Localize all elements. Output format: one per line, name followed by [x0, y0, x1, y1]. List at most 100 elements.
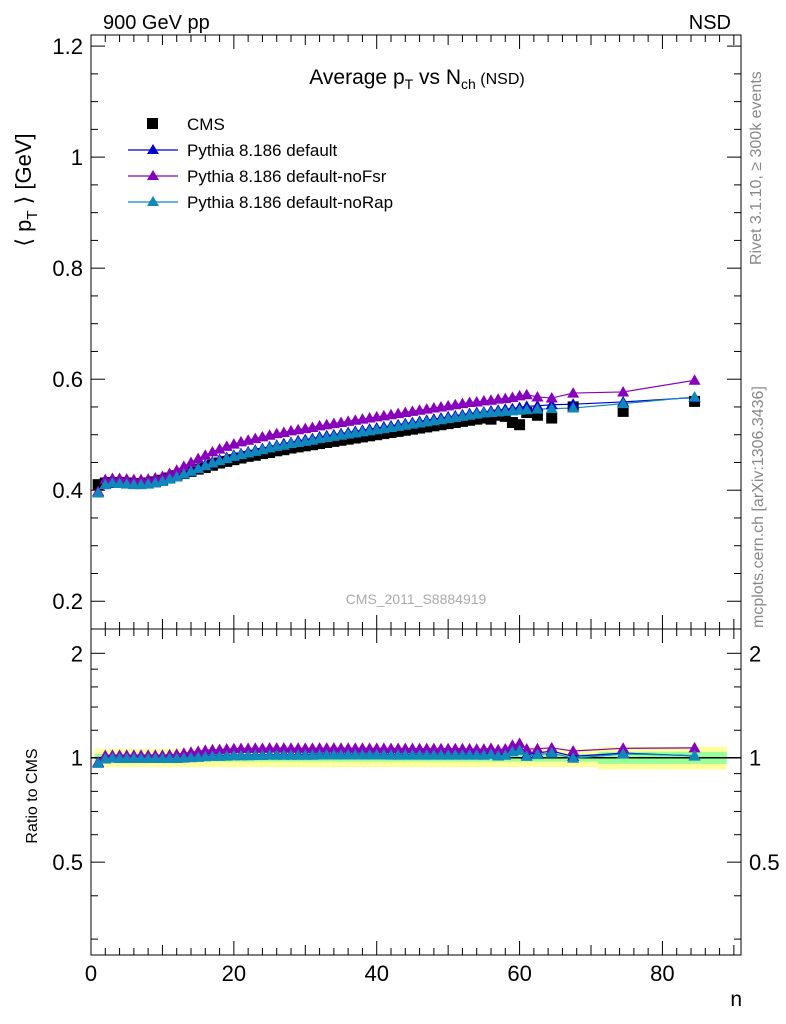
- ratio-point-pythia-nofsr: [617, 742, 630, 753]
- legend-label-nofsr: Pythia 8.186 default-noFsr: [187, 167, 387, 186]
- ratio-series: [92, 737, 701, 768]
- point-pythia-nofsr: [206, 445, 219, 457]
- point-pythia-nofsr: [545, 392, 558, 403]
- cms-point: [506, 416, 518, 428]
- cms-point: [414, 422, 426, 434]
- point-pythia-norap: [192, 462, 205, 474]
- point-pythia-nofsr: [177, 460, 190, 471]
- ratio-y-tick-label-right: 0.5: [749, 850, 780, 875]
- point-pythia-norap: [617, 397, 630, 409]
- cms-point: [499, 410, 511, 422]
- legend-marker-default: [147, 144, 159, 154]
- plot-title: Average pT vs Nch (NSD): [309, 66, 524, 92]
- rivet-label: Rivet 3.1.10, ≥ 300k events: [748, 71, 765, 265]
- legend-entry-nofsr: Pythia 8.186 default-noFsr: [128, 167, 387, 186]
- point-pythia-nofsr: [567, 387, 580, 398]
- y-tick-label: 1: [71, 145, 83, 170]
- watermark: CMS_2011_S8884919: [346, 591, 487, 607]
- y-axis-label: ⟨ pT ⟩ [GeV]: [11, 133, 41, 246]
- cms-point: [514, 419, 526, 431]
- ratio-point-pythia-nofsr: [531, 742, 544, 754]
- ratio-frame: [90, 628, 742, 956]
- cms-point: [356, 431, 368, 443]
- cms-point: [456, 415, 468, 427]
- ratio-y-axis-label: Ratio to CMS: [24, 748, 41, 843]
- ratio-y-tick-label-right: 2: [749, 641, 761, 666]
- y-tick-label: 0.6: [52, 367, 83, 392]
- point-pythia-norap: [520, 403, 533, 415]
- ratio-y-tick-label: 1: [71, 746, 83, 771]
- x-tick-label: 40: [364, 961, 388, 986]
- ratio-point-pythia-nofsr: [499, 742, 512, 754]
- cms-point: [428, 420, 440, 432]
- cms-point: [464, 414, 476, 426]
- x-tick-label: 60: [507, 961, 531, 986]
- legend: CMS Pythia 8.186 default Pythia 8.186 de…: [128, 115, 393, 212]
- cms-point: [531, 409, 543, 421]
- cms-point: [364, 430, 376, 442]
- cms-point: [378, 428, 390, 440]
- point-pythia-nofsr: [617, 385, 630, 397]
- point-pythia-norap: [531, 403, 544, 414]
- ratio-point-pythia-nofsr: [688, 741, 701, 753]
- point-pythia-norap: [170, 470, 183, 482]
- ratio-point-pythia-norap: [545, 746, 558, 758]
- title-part-a: Average p: [309, 66, 404, 89]
- cms-point: [399, 424, 411, 436]
- cms-point: [92, 479, 104, 491]
- cms-point: [371, 429, 383, 441]
- ylabel-part-a: ⟨ p: [11, 220, 36, 247]
- ratio-point-pythia-norap: [688, 749, 701, 761]
- title-part-c: (NSD): [476, 71, 525, 88]
- legend-entry-default: Pythia 8.186 default: [128, 141, 338, 160]
- y-tick-label: 0.4: [52, 478, 83, 503]
- cms-point: [392, 425, 404, 437]
- cms-point: [385, 426, 397, 438]
- legend-entry-cms: CMS: [147, 115, 225, 134]
- ratio-point-pythia-nofsr: [520, 743, 533, 754]
- cms-point: [421, 421, 433, 433]
- cms-point: [442, 418, 454, 430]
- legend-marker-nofsr: [147, 170, 159, 180]
- ratio-point-pythia-norap: [499, 749, 512, 760]
- ratio-point-pythia-nofsr: [513, 737, 526, 748]
- point-pythia-nofsr: [199, 449, 212, 460]
- point-pythia-norap: [177, 468, 190, 479]
- mcplots-label: mcplots.cern.ch [arXiv:1306.3436]: [750, 386, 767, 628]
- header-left: 900 GeV pp: [103, 12, 210, 34]
- legend-label-cms: CMS: [187, 115, 225, 134]
- point-pythia-nofsr: [531, 390, 544, 402]
- legend-label-default: Pythia 8.186 default: [187, 141, 338, 160]
- point-pythia-norap: [567, 402, 580, 413]
- main-series: [92, 374, 701, 498]
- ratio-point-pythia-norap: [485, 748, 497, 759]
- header-right: NSD: [689, 12, 731, 34]
- ratio-y-tick-label: 2: [71, 641, 83, 666]
- x-axis-label: n: [730, 988, 742, 1011]
- cms-point: [435, 419, 447, 431]
- cms-point: [328, 435, 340, 447]
- y-tick-label: 0.2: [52, 589, 83, 614]
- point-pythia-nofsr: [520, 388, 533, 400]
- point-pythia-norap: [92, 486, 105, 498]
- main-axes: 0.2 0.4 0.6 0.8 1 1.2: [52, 34, 742, 630]
- legend-label-norap: Pythia 8.186 default-noRap: [187, 193, 393, 212]
- cms-point: [321, 436, 333, 448]
- ratio-point-pythia-norap: [531, 748, 544, 760]
- ylabel-part-b: ⟩ [GeV]: [11, 133, 36, 210]
- legend-marker-norap: [147, 196, 159, 206]
- cms-point: [478, 412, 490, 424]
- ylabel-sub: T: [24, 210, 41, 219]
- y-tick-label: 0.8: [52, 256, 83, 281]
- ratio-point-pythia-norap: [520, 750, 533, 761]
- legend-marker-cms: [147, 118, 158, 129]
- cms-point: [546, 412, 558, 424]
- x-tick-label: 20: [222, 961, 246, 986]
- cms-point: [449, 416, 461, 428]
- ratio-point-pythia-norap: [617, 747, 630, 759]
- title-sub-a: T: [405, 76, 414, 92]
- cms-point: [335, 434, 347, 446]
- cms-point: [406, 423, 418, 435]
- cms-point: [485, 413, 497, 425]
